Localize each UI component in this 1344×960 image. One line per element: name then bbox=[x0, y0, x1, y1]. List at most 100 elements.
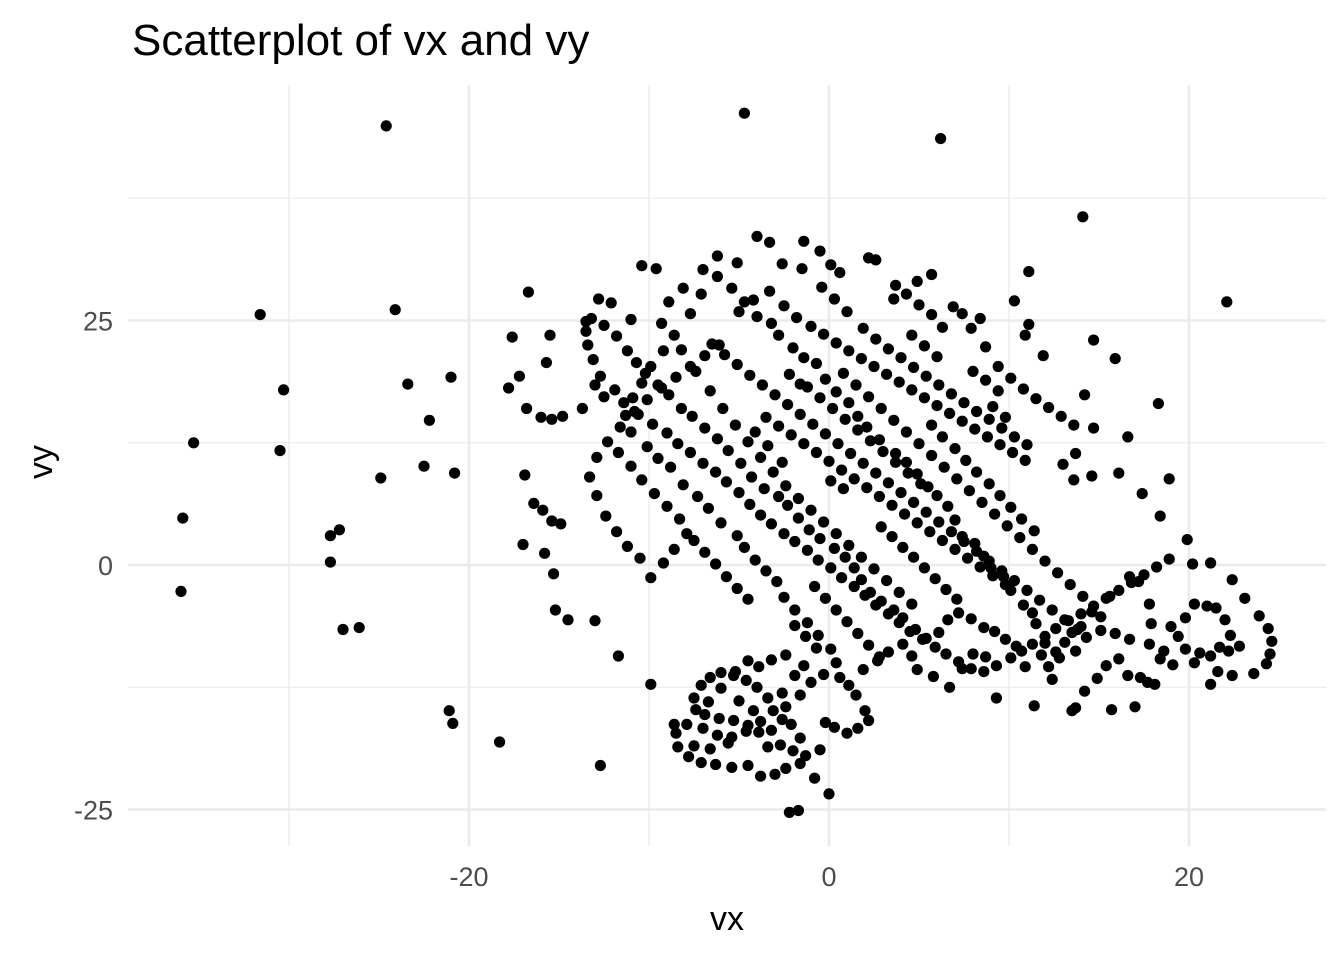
data-point bbox=[834, 267, 846, 279]
data-point bbox=[850, 379, 862, 391]
data-point bbox=[663, 296, 675, 308]
data-point bbox=[893, 586, 905, 599]
data-point bbox=[1167, 659, 1179, 671]
data-point bbox=[805, 504, 817, 516]
data-point bbox=[738, 541, 751, 554]
data-point bbox=[812, 554, 824, 566]
data-point bbox=[675, 402, 688, 415]
data-point bbox=[936, 321, 949, 333]
data-point bbox=[1095, 624, 1107, 637]
data-point bbox=[911, 468, 923, 480]
data-point bbox=[798, 438, 810, 450]
data-point bbox=[621, 540, 634, 553]
data-point bbox=[1026, 638, 1038, 650]
data-point bbox=[825, 562, 837, 574]
data-point bbox=[933, 379, 945, 391]
data-point bbox=[830, 528, 842, 540]
data-point bbox=[609, 384, 621, 396]
data-point bbox=[971, 545, 983, 557]
data-point bbox=[823, 788, 835, 800]
data-point bbox=[836, 572, 848, 584]
data-point bbox=[967, 648, 979, 660]
x-tick-label: 0 bbox=[821, 862, 836, 892]
data-point bbox=[702, 502, 715, 514]
data-point bbox=[254, 309, 266, 321]
data-point bbox=[1122, 669, 1134, 682]
data-point bbox=[519, 469, 531, 481]
data-point bbox=[792, 804, 805, 817]
data-point bbox=[1201, 600, 1213, 612]
data-point bbox=[753, 661, 765, 673]
data-point bbox=[1239, 592, 1251, 604]
data-point bbox=[978, 622, 990, 634]
data-point bbox=[697, 264, 709, 276]
data-point bbox=[913, 438, 925, 450]
data-point bbox=[555, 518, 567, 530]
data-point bbox=[749, 554, 761, 566]
data-point bbox=[929, 573, 941, 585]
data-point bbox=[945, 526, 958, 538]
data-point bbox=[877, 446, 889, 458]
data-point bbox=[747, 294, 760, 306]
data-point bbox=[897, 638, 909, 650]
data-point bbox=[814, 744, 826, 756]
data-point bbox=[942, 614, 954, 626]
data-point bbox=[598, 319, 610, 331]
data-point bbox=[729, 419, 742, 431]
data-point bbox=[544, 329, 556, 341]
data-point bbox=[792, 512, 805, 524]
data-point bbox=[801, 544, 814, 556]
data-point bbox=[738, 296, 751, 308]
data-point bbox=[906, 329, 918, 341]
data-point bbox=[852, 424, 864, 436]
data-point bbox=[789, 604, 801, 616]
data-point bbox=[738, 107, 751, 119]
data-point bbox=[830, 604, 842, 616]
data-point bbox=[715, 667, 727, 679]
data-point bbox=[859, 705, 871, 717]
data-point bbox=[870, 254, 882, 266]
data-point bbox=[992, 360, 1004, 373]
data-point bbox=[1055, 410, 1067, 422]
data-point bbox=[762, 741, 774, 753]
data-point bbox=[546, 413, 558, 425]
data-point bbox=[1071, 623, 1083, 636]
data-point bbox=[449, 467, 461, 479]
data-point bbox=[522, 286, 535, 298]
data-point bbox=[870, 467, 882, 479]
data-point bbox=[744, 369, 756, 381]
data-point bbox=[899, 508, 911, 520]
data-point bbox=[1086, 470, 1098, 482]
data-point bbox=[803, 524, 815, 536]
data-point bbox=[528, 497, 540, 509]
data-point bbox=[926, 419, 938, 431]
data-point bbox=[1221, 296, 1233, 308]
data-point bbox=[1046, 673, 1058, 686]
data-point bbox=[733, 306, 745, 318]
data-point bbox=[593, 293, 605, 305]
data-point bbox=[958, 397, 970, 409]
data-point bbox=[710, 558, 722, 570]
data-point bbox=[731, 582, 743, 595]
data-point bbox=[1109, 353, 1121, 365]
data-point bbox=[798, 660, 810, 672]
data-point bbox=[1266, 635, 1278, 647]
data-point bbox=[778, 591, 790, 603]
data-point bbox=[1016, 645, 1028, 657]
data-point bbox=[1125, 577, 1137, 589]
data-point bbox=[810, 642, 823, 654]
y-tick-label: -25 bbox=[74, 796, 113, 826]
data-point bbox=[627, 392, 639, 404]
data-point bbox=[794, 689, 806, 701]
data-point bbox=[967, 365, 979, 377]
data-point bbox=[668, 543, 680, 556]
data-point bbox=[951, 593, 963, 605]
data-point bbox=[794, 378, 806, 390]
data-point bbox=[611, 526, 623, 538]
data-point bbox=[670, 727, 682, 739]
data-point bbox=[728, 714, 740, 727]
data-point bbox=[780, 762, 792, 775]
data-point bbox=[886, 531, 898, 543]
data-point bbox=[882, 646, 895, 658]
data-point bbox=[873, 651, 886, 663]
